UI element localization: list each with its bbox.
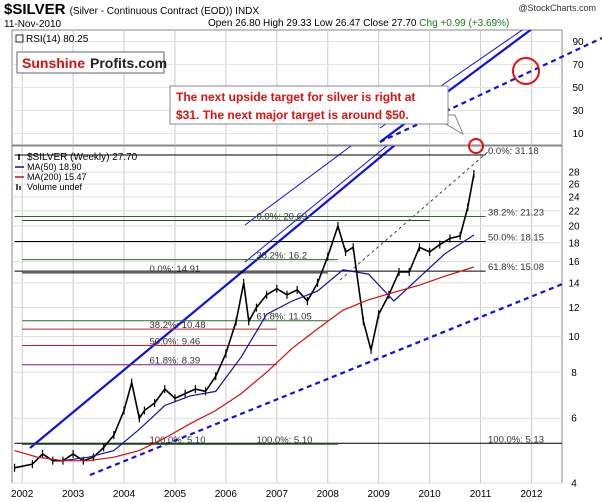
rsi-tick-label: 30 bbox=[572, 106, 584, 117]
main-uptrend-line bbox=[29, 146, 396, 449]
ohlc-values: Open 26.80 High 29.33 Low 26.47 Close 27… bbox=[208, 18, 417, 29]
y-tick-label: 10 bbox=[568, 332, 580, 343]
price-series bbox=[13, 169, 475, 472]
x-tick-label: 2003 bbox=[62, 489, 85, 500]
x-tick-label: 2010 bbox=[418, 489, 441, 500]
symbol-description: (Silver - Continuous Contract (EOD)) IND… bbox=[69, 6, 260, 17]
target-circle-rsi bbox=[512, 57, 540, 85]
change-value: Chg +0.99 (+3.69%) bbox=[419, 18, 510, 29]
ohlc-readout: Open 26.80 High 29.33 Low 26.47 Close 27… bbox=[208, 18, 509, 29]
fib-label: 0.0%: 14.91 bbox=[150, 264, 201, 275]
y-tick-label: 28 bbox=[568, 168, 580, 179]
y-tick-label: 18 bbox=[568, 238, 580, 249]
x-tick-label: 2004 bbox=[113, 489, 136, 500]
annotation-line-2: $31. The next major target is around $50… bbox=[176, 108, 409, 122]
legend-entry: $SILVER (Weekly) 27.70 bbox=[27, 152, 138, 163]
fib-label: 100.0%: 5.13 bbox=[488, 434, 544, 445]
fib-label: 0.0%: 31.18 bbox=[488, 146, 539, 157]
fib-label: 38.2%: 10.48 bbox=[150, 320, 206, 331]
channel-line-2 bbox=[244, 146, 352, 226]
annotation-box bbox=[169, 85, 449, 125]
y-tick-label: 8 bbox=[571, 368, 577, 379]
legend-volume-icon bbox=[19, 186, 21, 190]
legend-entry: MA(200) 15.47 bbox=[27, 172, 87, 182]
annotation-line-1: The next upside target for silver is rig… bbox=[176, 90, 415, 104]
chart-date: 11-Nov-2010 bbox=[4, 19, 62, 30]
fib-label: 38.2%: 21.23 bbox=[488, 207, 544, 218]
lower-dashed-trendline bbox=[89, 282, 562, 477]
logo-part-profits: Profits.com bbox=[90, 55, 167, 71]
y-tick-label: 12 bbox=[568, 303, 580, 314]
y-tick-label: 20 bbox=[568, 221, 580, 232]
target-circle-price bbox=[468, 138, 484, 154]
rsi-tick-label: 70 bbox=[572, 60, 584, 71]
y-tick-label: 26 bbox=[568, 180, 580, 191]
time-axis-ticks: 2002 2003 2004 2005 2006 2007 2008 2009 2010 2011… bbox=[11, 489, 543, 500]
x-tick-label: 2005 bbox=[164, 489, 187, 500]
fib-label: 61.8%: 11.05 bbox=[256, 312, 311, 323]
legend-volume-icon bbox=[16, 184, 18, 190]
fib-label: 61.8%: 15.08 bbox=[488, 262, 544, 273]
fib-label: 61.8%: 8.39 bbox=[150, 356, 201, 367]
fib-label: 100.0%: 5.10 bbox=[256, 435, 312, 446]
fib-label: 100.0%: 5.10 bbox=[150, 435, 206, 446]
legend-entry: MA(50) 18.90 bbox=[27, 162, 82, 172]
fibonacci-levels: 0.0%: 31.18 38.2%: 21.23 50.0%: 18.15 61.8%… bbox=[14, 146, 562, 446]
rsi-axis-ticks: 10 30 50 70 90 bbox=[12, 37, 584, 140]
fib-label: 50.0%: 9.46 bbox=[150, 337, 201, 348]
chart-title: $SILVER (Silver - Continuous Contract (E… bbox=[4, 1, 259, 18]
x-tick-label: 2008 bbox=[317, 489, 340, 500]
rsi-tick-label: 10 bbox=[572, 129, 584, 140]
fib-label: 0.0%: 20.69 bbox=[256, 212, 307, 223]
x-tick-label: 2006 bbox=[215, 489, 238, 500]
rsi-legend-icon bbox=[15, 34, 24, 43]
legend-entry: Volume undef bbox=[27, 182, 83, 192]
series-line-2 bbox=[14, 266, 475, 462]
y-tick-label: 6 bbox=[571, 414, 577, 425]
stockcharts-credit: @StockCharts.com bbox=[518, 3, 596, 13]
y-tick-label: 14 bbox=[568, 278, 580, 289]
x-tick-label: 2007 bbox=[266, 489, 289, 500]
sunshine-profits-logo: Sunshine Profits.com bbox=[16, 51, 167, 74]
x-tick-label: 2002 bbox=[11, 489, 34, 500]
y-tick-label: 22 bbox=[568, 206, 580, 217]
rsi-tick-label: 50 bbox=[572, 83, 584, 94]
channel-line-1 bbox=[244, 146, 388, 263]
x-tick-label: 2009 bbox=[368, 489, 391, 500]
price-panel-frame bbox=[11, 145, 563, 484]
fib-label: 50.0%: 18.15 bbox=[488, 232, 544, 243]
y-tick-label: 24 bbox=[568, 192, 580, 203]
x-tick-label: 2011 bbox=[470, 489, 492, 500]
rsi-label: RSI(14) 80.25 bbox=[26, 34, 89, 45]
y-tick-label: 16 bbox=[568, 257, 580, 268]
logo-part-sunshine: Sunshine bbox=[22, 55, 85, 71]
annotation-callout: The next upside target for silver is rig… bbox=[169, 85, 465, 136]
symbol-label: $SILVER bbox=[4, 1, 66, 18]
x-tick-label: 2012 bbox=[520, 489, 543, 500]
y-tick-label: 4 bbox=[571, 479, 577, 490]
trendlines bbox=[29, 146, 562, 477]
series-line-1 bbox=[62, 234, 475, 462]
rsi-tick-label: 90 bbox=[572, 37, 584, 48]
fib-label: 38.2%: 16.2 bbox=[256, 251, 307, 262]
